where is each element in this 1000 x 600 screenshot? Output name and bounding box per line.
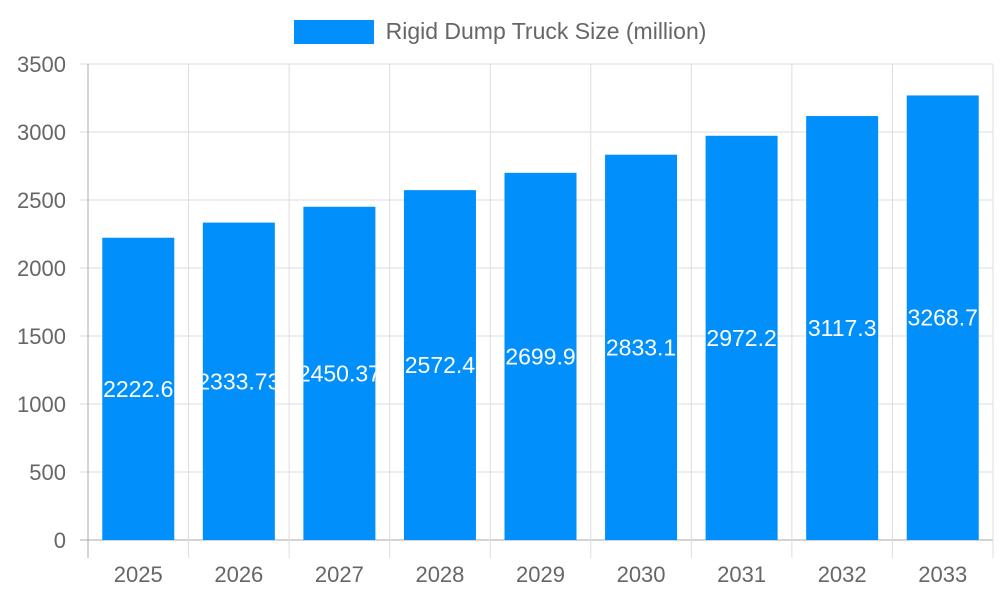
x-tick-label: 2027 <box>315 562 364 587</box>
y-tick-label: 3500 <box>17 52 66 77</box>
y-tick-label: 500 <box>29 460 66 485</box>
data-label: 2699.9 <box>505 343 575 369</box>
bar <box>705 135 778 540</box>
data-label: 2450.37 <box>298 360 381 386</box>
x-tick-label: 2025 <box>114 562 163 587</box>
legend-label: Rigid Dump Truck Size (million) <box>385 18 707 44</box>
x-tick-label: 2029 <box>516 562 565 587</box>
x-tick-label: 2032 <box>818 562 867 587</box>
y-tick-label: 2500 <box>17 188 66 213</box>
data-label: 3117.3 <box>808 315 877 341</box>
y-tick-label: 3000 <box>17 120 66 145</box>
x-tick-label: 2028 <box>415 562 464 587</box>
data-label: 2333.73 <box>197 368 280 394</box>
bar <box>906 95 979 541</box>
data-label: 2972.2 <box>706 325 776 351</box>
bar <box>102 237 175 541</box>
data-label: 2572.4 <box>405 352 476 378</box>
bar <box>303 206 376 540</box>
x-tick-label: 2033 <box>918 562 967 587</box>
x-tick-label: 2031 <box>717 562 766 587</box>
bar <box>504 172 577 540</box>
y-tick-label: 2000 <box>17 256 66 281</box>
data-label: 3268.7 <box>908 305 978 331</box>
x-tick-label: 2026 <box>214 562 263 587</box>
y-tick-label: 0 <box>54 528 66 553</box>
data-label: 2833.1 <box>606 334 676 360</box>
bar <box>806 116 879 540</box>
legend[interactable]: Rigid Dump Truck Size (million) <box>0 18 1000 45</box>
bar <box>605 154 678 540</box>
legend-swatch <box>293 19 374 44</box>
bar <box>403 190 476 540</box>
y-tick-label: 1500 <box>17 324 66 349</box>
bar <box>202 222 275 540</box>
x-tick-label: 2030 <box>617 562 666 587</box>
data-label: 2222.6 <box>103 376 173 402</box>
y-tick-label: 1000 <box>17 392 66 417</box>
